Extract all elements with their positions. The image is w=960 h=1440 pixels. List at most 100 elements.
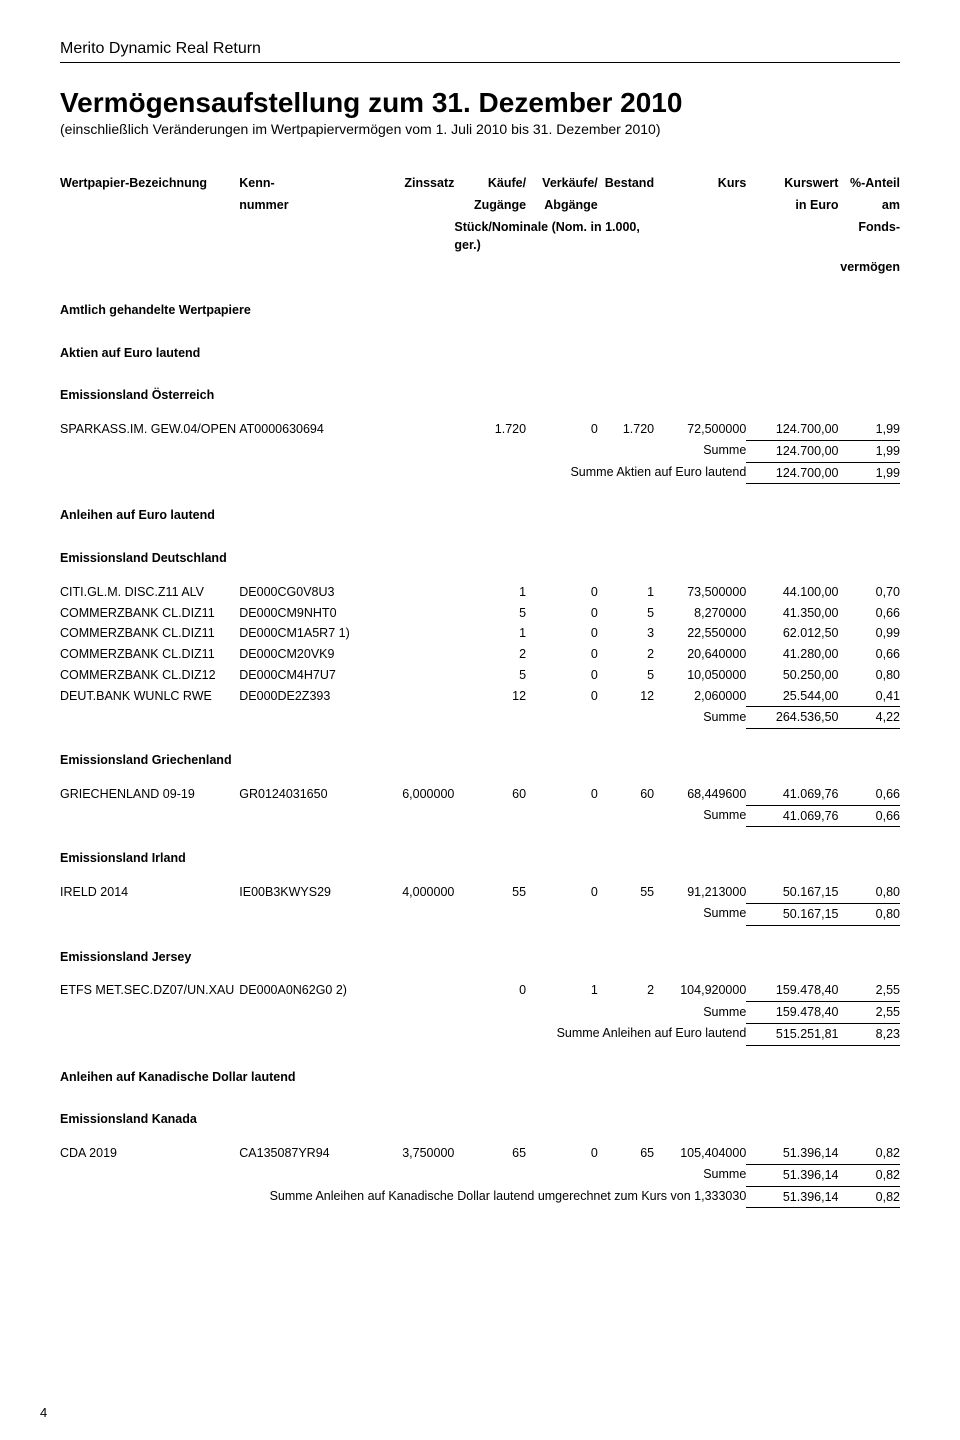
cell-verk: 1 — [526, 980, 598, 1001]
section-anleihen-cad: Anleihen auf Kanadische Dollar lautend — [60, 1045, 900, 1088]
sum-ant: 4,22 — [838, 707, 900, 729]
cell-kurs: 20,640000 — [654, 644, 746, 665]
table-row: SPARKASS.IM. GEW.04/OPEN AT0000630694 1.… — [60, 419, 900, 440]
cell-best: 5 — [598, 603, 654, 624]
sum-ant: 2,55 — [838, 1002, 900, 1024]
cell-kenn: DE000CM20VK9 — [239, 644, 372, 665]
cell-ant: 0,66 — [838, 644, 900, 665]
cell-wert: 50.167,15 — [746, 882, 838, 903]
cell-ant: 0,80 — [838, 882, 900, 903]
fund-name: Merito Dynamic Real Return — [60, 40, 900, 63]
hdr-ant: %-Anteil — [838, 173, 900, 195]
sum-label: Summe — [60, 1002, 746, 1024]
sum-wert: 50.167,15 — [746, 903, 838, 925]
sum-label: Summe — [60, 440, 746, 462]
sum-ant: 1,99 — [838, 440, 900, 462]
cell-kenn: GR0124031650 — [239, 784, 372, 805]
cell-ant: 0,99 — [838, 623, 900, 644]
table-header-row: nummer Zugänge Abgänge in Euro am — [60, 195, 900, 217]
table-row: CDA 2019 CA135087YR94 3,750000 65 0 65 1… — [60, 1143, 900, 1164]
table-header-row: vermögen — [60, 257, 900, 279]
cell-kauf: 2 — [454, 644, 526, 665]
hdr-ant2: am — [838, 195, 900, 217]
sum-ant: 0,82 — [838, 1164, 900, 1186]
cell-best: 60 — [598, 784, 654, 805]
cell-wert: 159.478,40 — [746, 980, 838, 1001]
section-amtlich: Amtlich gehandelte Wertpapiere — [60, 279, 900, 322]
cell-wert: 41.280,00 — [746, 644, 838, 665]
sum-wert: 41.069,76 — [746, 805, 838, 827]
section-aktien-eur: Aktien auf Euro lautend — [60, 322, 900, 365]
sum-row: Summe 124.700,00 1,99 — [60, 440, 900, 462]
total-wert: 515.251,81 — [746, 1023, 838, 1045]
cell-kenn: DE000CM9NHT0 — [239, 603, 372, 624]
cell-name: IRELD 2014 — [60, 882, 239, 903]
cell-kurs: 2,060000 — [654, 686, 746, 707]
cell-ant: 0,70 — [838, 582, 900, 603]
sum-row: Summe 50.167,15 0,80 — [60, 903, 900, 925]
sum-row: Summe 264.536,50 4,22 — [60, 707, 900, 729]
table-row: DEUT.BANK WUNLC RWE DE000DE2Z393 12 0 12… — [60, 686, 900, 707]
cell-wert: 50.250,00 — [746, 665, 838, 686]
total-label: Summe Anleihen auf Kanadische Dollar lau… — [60, 1186, 746, 1208]
sum-ant: 0,80 — [838, 903, 900, 925]
page-number: 4 — [40, 1405, 47, 1420]
cell-verk: 0 — [526, 686, 598, 707]
table-row: IRELD 2014 IE00B3KWYS29 4,000000 55 0 55… — [60, 882, 900, 903]
cell-name: COMMERZBANK CL.DIZ11 — [60, 644, 239, 665]
cell-name: CDA 2019 — [60, 1143, 239, 1164]
table-row: CITI.GL.M. DISC.Z11 ALV DE000CG0V8U3 1 0… — [60, 582, 900, 603]
sum-label: Summe — [60, 1164, 746, 1186]
cell-wert: 51.396,14 — [746, 1143, 838, 1164]
hdr-ant4: vermögen — [838, 257, 900, 279]
cell-verk: 0 — [526, 665, 598, 686]
sum-ant: 0,66 — [838, 805, 900, 827]
cell-wert: 62.012,50 — [746, 623, 838, 644]
table-header-row: Wertpapier-Bezeichnung Kenn- Zinssatz Kä… — [60, 173, 900, 195]
cell-kauf: 65 — [454, 1143, 526, 1164]
sum-wert: 264.536,50 — [746, 707, 838, 729]
cell-best: 55 — [598, 882, 654, 903]
cell-wert: 25.544,00 — [746, 686, 838, 707]
cell-wert: 44.100,00 — [746, 582, 838, 603]
total-ant: 0,82 — [838, 1186, 900, 1208]
cell-wert: 41.069,76 — [746, 784, 838, 805]
cell-verk: 0 — [526, 623, 598, 644]
cell-verk: 0 — [526, 1143, 598, 1164]
sum-wert: 159.478,40 — [746, 1002, 838, 1024]
cell-name: CITI.GL.M. DISC.Z11 ALV — [60, 582, 239, 603]
cell-kurs: 22,550000 — [654, 623, 746, 644]
cell-kauf: 1 — [454, 623, 526, 644]
cell-kauf: 12 — [454, 686, 526, 707]
hdr-kauf: Käufe/ — [454, 173, 526, 195]
hdr-ant3: Fonds- — [838, 217, 900, 258]
hdr-verk: Verkäufe/ — [526, 173, 598, 195]
cell-kauf: 5 — [454, 665, 526, 686]
hdr-verk2: Abgänge — [526, 195, 598, 217]
cell-best: 2 — [598, 980, 654, 1001]
cell-kenn: DE000CM1A5R7 1) — [239, 623, 372, 644]
cell-best: 1 — [598, 582, 654, 603]
total-wert: 51.396,14 — [746, 1186, 838, 1208]
cell-verk: 0 — [526, 644, 598, 665]
cell-kurs: 73,500000 — [654, 582, 746, 603]
cell-kenn: AT0000630694 — [239, 419, 372, 440]
sum-row: Summe 51.396,14 0,82 — [60, 1164, 900, 1186]
table-row: ETFS MET.SEC.DZ07/UN.XAU DE000A0N62G0 2)… — [60, 980, 900, 1001]
sum-row: Summe 41.069,76 0,66 — [60, 805, 900, 827]
sum-row: Summe 159.478,40 2,55 — [60, 1002, 900, 1024]
hdr-name: Wertpapier-Bezeichnung — [60, 173, 239, 195]
hdr-zins: Zinssatz — [372, 173, 454, 195]
sum-wert: 124.700,00 — [746, 440, 838, 462]
table-row: COMMERZBANK CL.DIZ11 DE000CM9NHT0 5 0 5 … — [60, 603, 900, 624]
section-deutschland: Emissionsland Deutschland — [60, 527, 900, 582]
cell-best: 1.720 — [598, 419, 654, 440]
cell-kurs: 68,449600 — [654, 784, 746, 805]
hdr-wert2: in Euro — [746, 195, 838, 217]
cell-kurs: 104,920000 — [654, 980, 746, 1001]
table-header-row: Stück/Nominale (Nom. in 1.000, ger.) Fon… — [60, 217, 900, 258]
section-anleihen-eur: Anleihen auf Euro lautend — [60, 484, 900, 527]
total-wert: 124.700,00 — [746, 462, 838, 484]
cell-kauf: 1 — [454, 582, 526, 603]
cell-name: DEUT.BANK WUNLC RWE — [60, 686, 239, 707]
